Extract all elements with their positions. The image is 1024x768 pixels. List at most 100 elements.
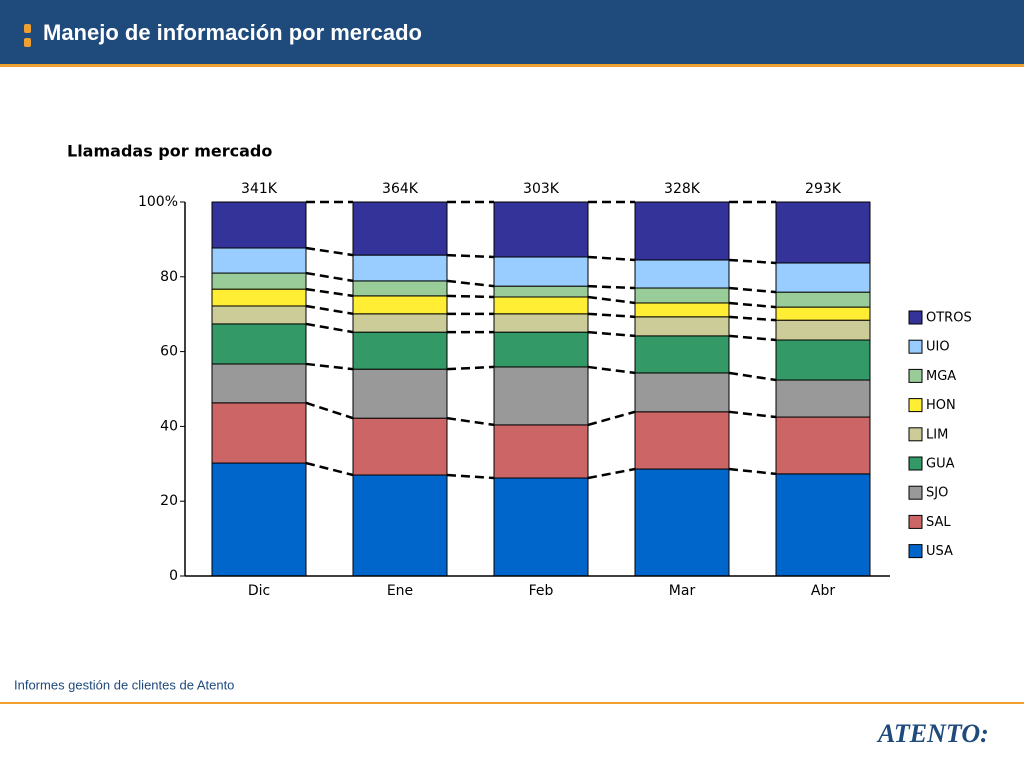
legend-swatch bbox=[908, 310, 923, 325]
y-tick-label: 80 bbox=[160, 269, 178, 285]
legend-swatch bbox=[908, 339, 923, 354]
total-label: 293K bbox=[805, 181, 842, 197]
bar-segment bbox=[775, 262, 871, 293]
legend-swatch bbox=[908, 427, 923, 442]
connector bbox=[728, 315, 777, 322]
bar-segment bbox=[211, 247, 307, 274]
bar-segment bbox=[211, 201, 307, 249]
connector bbox=[728, 334, 777, 342]
bar-segment bbox=[352, 474, 448, 577]
legend-label: OTROS bbox=[926, 311, 972, 326]
bar-segment bbox=[493, 424, 589, 479]
connector bbox=[305, 322, 354, 334]
bar-segment bbox=[634, 201, 730, 261]
connector bbox=[587, 330, 636, 338]
bar-segment bbox=[634, 302, 730, 318]
total-label: 303K bbox=[523, 181, 560, 197]
connector bbox=[587, 312, 636, 319]
header-band bbox=[0, 0, 1024, 64]
connector bbox=[587, 410, 636, 427]
connector bbox=[587, 467, 636, 480]
connector bbox=[446, 416, 495, 427]
bar-segment bbox=[493, 201, 589, 258]
connector bbox=[728, 286, 777, 294]
legend-label: MGA bbox=[926, 369, 956, 384]
x-tick-label: Feb bbox=[529, 583, 554, 599]
bar-segment bbox=[352, 417, 448, 476]
bar-segment bbox=[211, 305, 307, 325]
bar-segment bbox=[352, 280, 448, 297]
legend-label: SJO bbox=[926, 486, 948, 501]
bar-segment bbox=[493, 296, 589, 315]
connector bbox=[728, 301, 777, 309]
bar-segment bbox=[775, 473, 871, 577]
bar-segment bbox=[352, 331, 448, 370]
logo: ATENTO: bbox=[876, 719, 989, 748]
bar-segment bbox=[775, 339, 871, 381]
bar-segment bbox=[352, 254, 448, 282]
header-icon bbox=[24, 24, 31, 33]
x-tick-label: Dic bbox=[248, 583, 270, 599]
connector bbox=[587, 365, 636, 375]
bar-segment bbox=[634, 411, 730, 470]
legend-label: UIO bbox=[926, 340, 950, 355]
x-tick-label: Mar bbox=[669, 583, 696, 599]
total-label: 341K bbox=[241, 181, 278, 197]
legend-swatch bbox=[908, 368, 923, 383]
bar-segment bbox=[211, 363, 307, 404]
legend-swatch bbox=[908, 398, 923, 413]
connector bbox=[446, 294, 495, 299]
bar-segment bbox=[352, 368, 448, 419]
bar-segment bbox=[775, 416, 871, 475]
x-tick-label: Ene bbox=[387, 583, 413, 599]
connector bbox=[305, 304, 354, 316]
connector bbox=[305, 246, 354, 257]
bar-segment bbox=[352, 201, 448, 256]
connector bbox=[305, 461, 354, 477]
connector bbox=[305, 401, 354, 420]
legend-label: LIM bbox=[926, 427, 948, 442]
bar-segment bbox=[493, 256, 589, 287]
total-label: 364K bbox=[382, 181, 419, 197]
bar-segment bbox=[634, 372, 730, 413]
connector bbox=[728, 258, 777, 265]
y-tick-label: 40 bbox=[160, 418, 178, 434]
header-rule bbox=[0, 64, 1024, 67]
bar-segment bbox=[775, 306, 871, 321]
legend-label: HON bbox=[926, 398, 956, 413]
connector bbox=[446, 473, 495, 480]
bar-segment bbox=[493, 313, 589, 333]
connector bbox=[728, 371, 777, 382]
y-tick-label: 0 bbox=[169, 568, 178, 584]
legend-swatch bbox=[908, 514, 923, 529]
bar-segment bbox=[493, 366, 589, 426]
header-icon bbox=[24, 38, 31, 47]
legend-swatch bbox=[908, 485, 923, 500]
bar-segment bbox=[634, 468, 730, 577]
connector bbox=[305, 362, 354, 371]
bar-segment bbox=[634, 316, 730, 337]
bar-segment bbox=[493, 477, 589, 577]
bar-segment bbox=[634, 287, 730, 304]
connector bbox=[446, 365, 495, 371]
connector bbox=[446, 253, 495, 259]
bar-segment bbox=[211, 288, 307, 307]
y-tick-label: 100% bbox=[138, 194, 178, 210]
legend-label: USA bbox=[926, 544, 953, 559]
y-tick-label: 20 bbox=[160, 493, 178, 509]
bar-segment bbox=[493, 331, 589, 368]
total-label: 328K bbox=[664, 181, 701, 197]
bar-segment bbox=[775, 379, 871, 418]
footer-text: Informes gestión de clientes de Atento bbox=[14, 677, 234, 692]
connector bbox=[587, 255, 636, 262]
connector bbox=[587, 284, 636, 290]
connector bbox=[305, 287, 354, 298]
bar-segment bbox=[211, 272, 307, 290]
footer-rule bbox=[0, 702, 1024, 704]
connector bbox=[446, 279, 495, 288]
bar-segment bbox=[775, 201, 871, 264]
bar-segment bbox=[634, 259, 730, 289]
x-tick-label: Abr bbox=[811, 583, 835, 599]
legend-swatch bbox=[908, 456, 923, 471]
